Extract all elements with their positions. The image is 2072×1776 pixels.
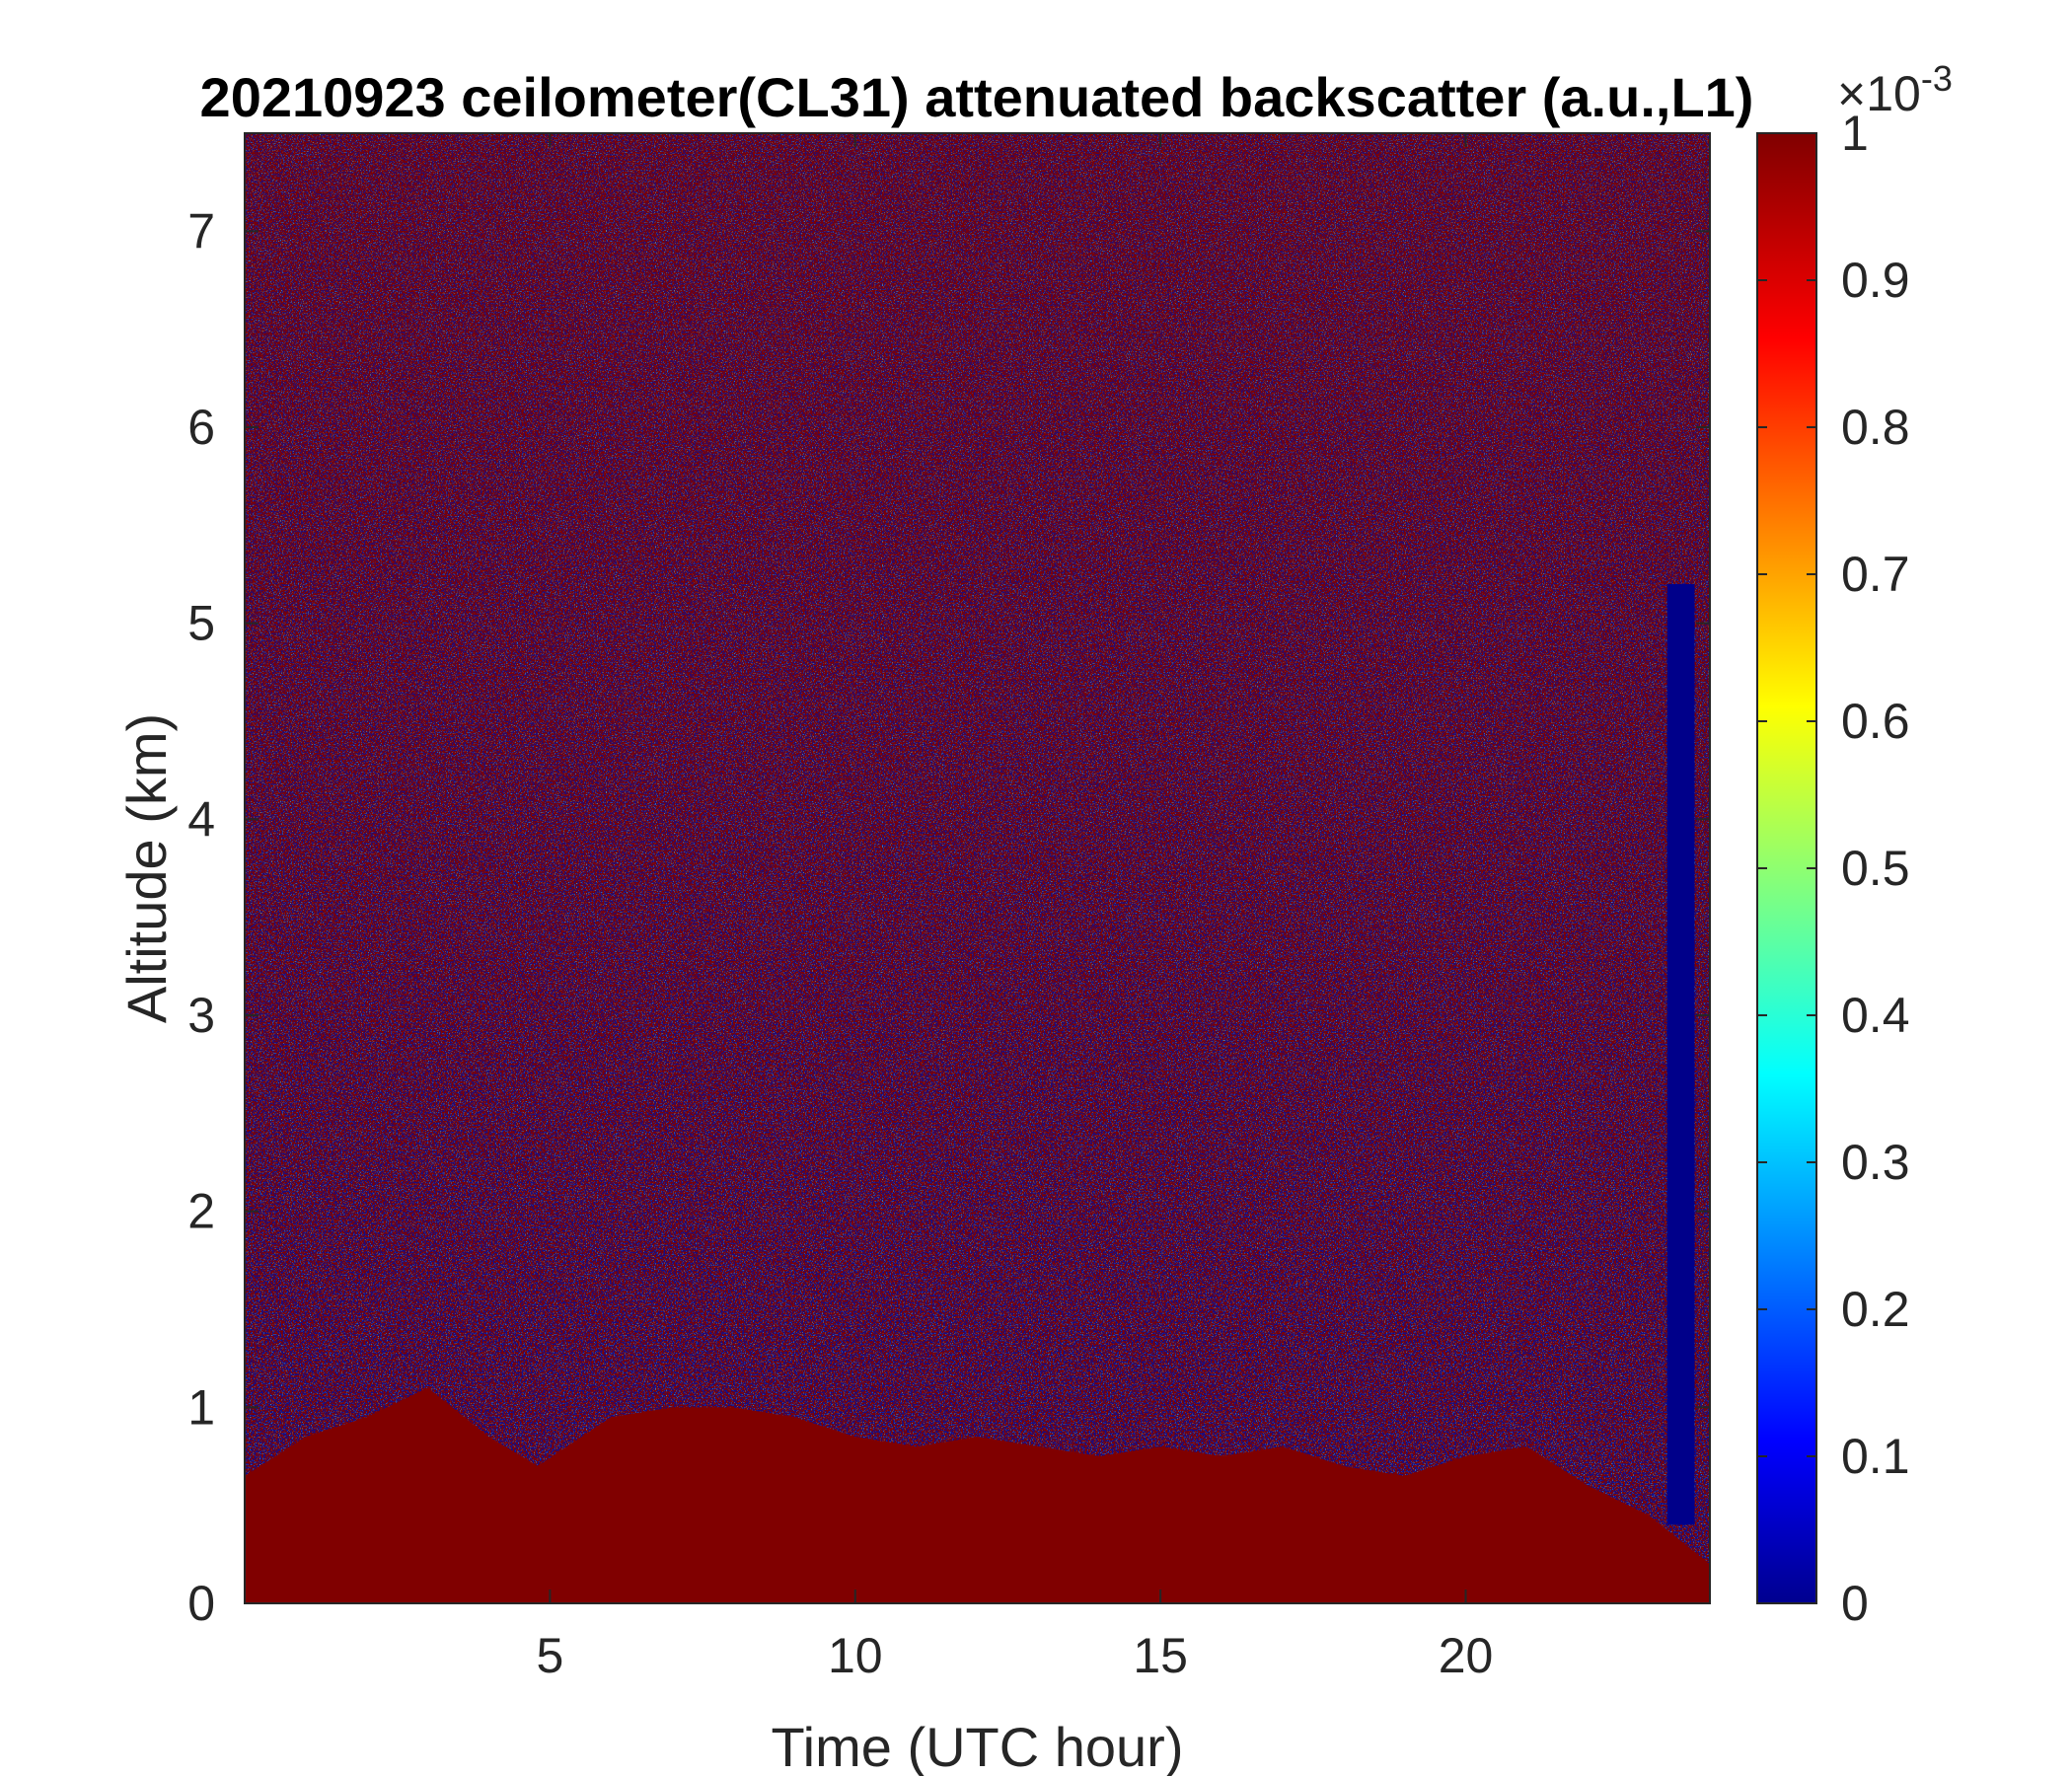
colorbar-exponent: ×10-3 xyxy=(1837,58,1953,121)
colorbar-tick-label: 0.1 xyxy=(1841,1429,1910,1484)
x-axis-label: Time (UTC hour) xyxy=(772,1716,1184,1776)
colorbar-tick-label: 0.5 xyxy=(1841,841,1910,896)
x-tick-label: 20 xyxy=(1439,1628,1494,1683)
y-tick-label: 6 xyxy=(187,400,215,455)
y-tick-label: 5 xyxy=(187,596,215,651)
colorbar-tick-label: 0.6 xyxy=(1841,694,1910,749)
colorbar: 00.10.20.30.40.50.60.70.80.91 ×10-3 xyxy=(1757,58,1953,1631)
colorbar-exponent-base: ×10 xyxy=(1837,66,1921,121)
heatmap-low-signal-band xyxy=(1667,584,1695,1525)
colorbar-tick-label: 0.2 xyxy=(1841,1282,1910,1337)
colorbar-tick-label: 0.9 xyxy=(1841,253,1910,308)
y-tick-label: 2 xyxy=(187,1184,215,1239)
y-axis-label: Altitude (km) xyxy=(115,713,178,1023)
chart-title: 20210923 ceilometer(CL31) attenuated bac… xyxy=(200,66,1754,128)
heatmap-plot-area xyxy=(245,133,1710,1603)
colorbar-tick-label: 0.8 xyxy=(1841,400,1910,455)
y-tick-label: 3 xyxy=(187,988,215,1043)
heatmap-speckle-layer xyxy=(245,133,1710,1603)
colorbar-exponent-power: -3 xyxy=(1921,58,1953,99)
y-tick-label: 4 xyxy=(187,791,215,847)
y-tick-label: 7 xyxy=(187,203,215,259)
colorbar-tick-label: 0.3 xyxy=(1841,1135,1910,1190)
x-tick-label: 10 xyxy=(828,1628,883,1683)
colorbar-tick-label: 0.7 xyxy=(1841,547,1910,602)
colorbar-tick-label: 0 xyxy=(1841,1576,1869,1631)
y-tick-label: 0 xyxy=(187,1576,215,1631)
x-tick-label: 5 xyxy=(536,1628,563,1683)
colorbar-tick-label: 0.4 xyxy=(1841,988,1910,1043)
y-tick-label: 1 xyxy=(187,1379,215,1435)
x-tick-label: 15 xyxy=(1133,1628,1188,1683)
